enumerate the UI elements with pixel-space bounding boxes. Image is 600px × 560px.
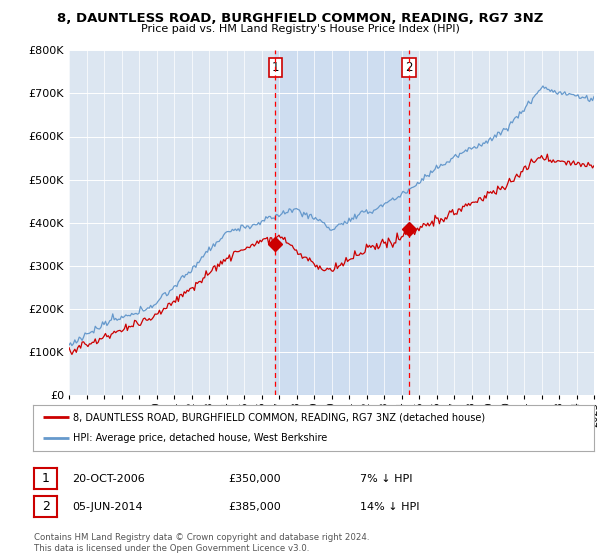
Text: 05-JUN-2014: 05-JUN-2014 <box>72 502 143 512</box>
Text: 8, DAUNTLESS ROAD, BURGHFIELD COMMON, READING, RG7 3NZ: 8, DAUNTLESS ROAD, BURGHFIELD COMMON, RE… <box>57 12 543 25</box>
Text: 7% ↓ HPI: 7% ↓ HPI <box>360 474 413 484</box>
Text: 2: 2 <box>41 500 50 513</box>
Text: 8, DAUNTLESS ROAD, BURGHFIELD COMMON, READING, RG7 3NZ (detached house): 8, DAUNTLESS ROAD, BURGHFIELD COMMON, RE… <box>73 412 485 422</box>
Text: 1: 1 <box>41 472 50 485</box>
Text: 20-OCT-2006: 20-OCT-2006 <box>72 474 145 484</box>
Text: HPI: Average price, detached house, West Berkshire: HPI: Average price, detached house, West… <box>73 433 328 444</box>
Text: 1: 1 <box>272 61 279 74</box>
Text: £350,000: £350,000 <box>228 474 281 484</box>
Text: £385,000: £385,000 <box>228 502 281 512</box>
Bar <box>275 50 409 395</box>
Text: Price paid vs. HM Land Registry's House Price Index (HPI): Price paid vs. HM Land Registry's House … <box>140 24 460 34</box>
Text: 14% ↓ HPI: 14% ↓ HPI <box>360 502 419 512</box>
Text: 2: 2 <box>405 61 413 74</box>
Text: Contains HM Land Registry data © Crown copyright and database right 2024.
This d: Contains HM Land Registry data © Crown c… <box>34 533 370 553</box>
